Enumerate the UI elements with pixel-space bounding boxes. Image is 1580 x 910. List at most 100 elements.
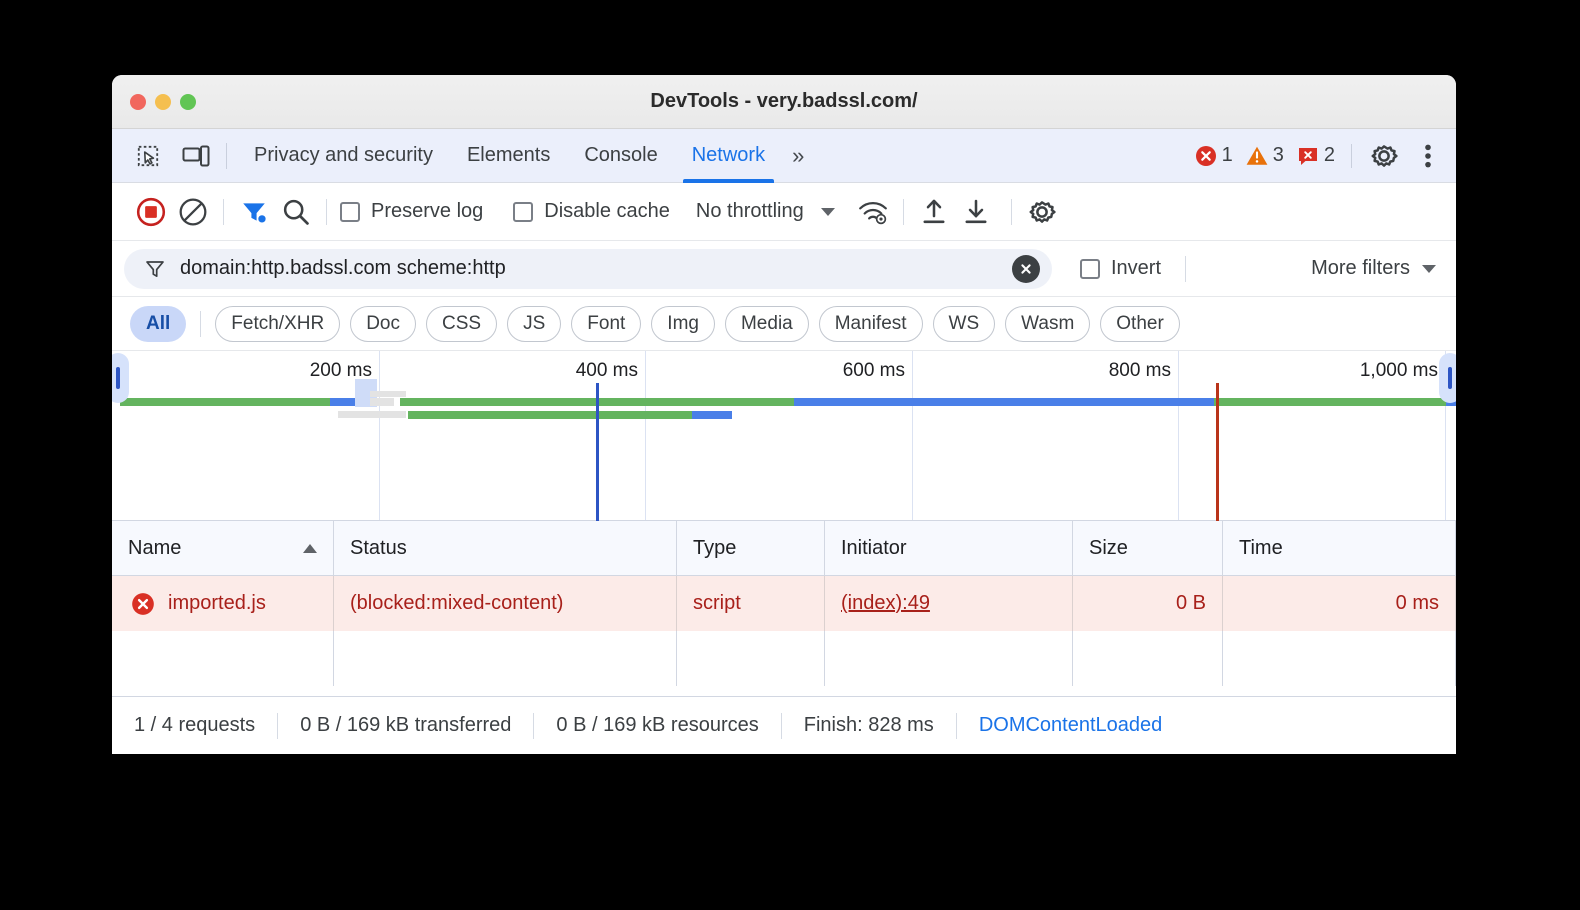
invert-box	[1080, 258, 1100, 279]
column-label: Initiator	[841, 536, 907, 559]
column-label: Time	[1239, 536, 1283, 559]
overview-gridline	[645, 351, 646, 520]
chip-doc[interactable]: Doc	[350, 305, 416, 342]
overview-bar-gray	[338, 411, 406, 418]
inspect-element-icon[interactable]	[128, 138, 168, 174]
request-error-icon	[130, 591, 156, 617]
clear-icon[interactable]	[172, 191, 214, 233]
preserve-log-checkbox[interactable]: Preserve log	[336, 200, 487, 223]
chip-img[interactable]: Img	[651, 305, 715, 342]
filter-icon[interactable]	[233, 191, 275, 233]
issues-counters: 1 3 2	[1190, 138, 1456, 174]
close-window-button[interactable]	[130, 93, 146, 110]
filter-input[interactable]: domain:http.badssl.com scheme:http	[124, 248, 1052, 289]
overview-tick: 200 ms	[309, 360, 372, 381]
column-label: Type	[693, 536, 737, 559]
overview-bar-gray	[370, 398, 394, 406]
kebab-menu-icon[interactable]	[1408, 138, 1448, 174]
initiator-link[interactable]: (index):49	[841, 592, 930, 614]
column-label: Status	[350, 536, 407, 559]
toolbar-divider	[326, 198, 327, 225]
request-name: imported.js	[168, 592, 266, 614]
filter-bar: domain:http.badssl.com scheme:http Inver…	[112, 241, 1456, 297]
chip-ws[interactable]: WS	[932, 305, 996, 342]
chip-fetch-xhr[interactable]: Fetch/XHR	[215, 305, 341, 342]
status-divider	[277, 712, 279, 739]
chip-media[interactable]: Media	[724, 305, 809, 342]
column-header-status[interactable]: Status	[334, 521, 677, 575]
status-divider	[533, 712, 535, 739]
invert-label: Invert	[1111, 257, 1162, 279]
chip-manifest[interactable]: Manifest	[818, 305, 923, 342]
chip-label: Fetch/XHR	[231, 312, 325, 334]
overview-range-handle-left[interactable]	[112, 353, 129, 403]
chip-label: Wasm	[1021, 312, 1075, 334]
chip-font[interactable]: Font	[571, 305, 642, 342]
error-count: 1	[1221, 144, 1233, 166]
tab-network[interactable]: Network	[675, 129, 782, 183]
gear-icon[interactable]	[1364, 138, 1404, 174]
tab-console[interactable]: Console	[567, 129, 674, 183]
chip-label: WS	[948, 312, 980, 334]
invert-checkbox[interactable]: Invert	[1076, 257, 1165, 280]
column-header-name[interactable]: Name	[112, 521, 334, 575]
preserve-log-label: Preserve log	[371, 200, 484, 222]
preserve-log-box	[340, 201, 360, 222]
chip-all[interactable]: All	[130, 305, 187, 342]
cell-time: 0 ms	[1223, 576, 1456, 631]
load-event-line	[1216, 383, 1219, 521]
clear-filter-icon[interactable]	[1012, 254, 1040, 283]
wifi-settings-icon[interactable]	[852, 191, 894, 233]
console-issue-counter[interactable]: 2	[1292, 144, 1339, 168]
chip-wasm[interactable]: Wasm	[1005, 305, 1091, 342]
disable-cache-checkbox[interactable]: Disable cache	[509, 200, 674, 223]
overview-gridline	[1445, 351, 1446, 520]
disable-cache-label: Disable cache	[544, 200, 670, 222]
record-stop-icon[interactable]	[130, 191, 172, 233]
tab-label: Network	[691, 144, 766, 166]
minimize-window-button[interactable]	[155, 93, 171, 110]
search-icon[interactable]	[275, 191, 317, 233]
error-counter[interactable]: 1	[1190, 144, 1237, 168]
chip-other[interactable]: Other	[1100, 305, 1180, 342]
network-toolbar: Preserve log Disable cache No throttling	[112, 183, 1456, 241]
warning-counter[interactable]: 3	[1241, 144, 1288, 168]
column-header-type[interactable]: Type	[677, 521, 825, 575]
warning-count: 3	[1272, 144, 1284, 166]
export-har-icon[interactable]	[955, 191, 997, 233]
throttling-dropdown[interactable]: No throttling	[696, 200, 842, 223]
tab-privacy-and-security[interactable]: Privacy and security	[237, 129, 450, 183]
tab-elements[interactable]: Elements	[450, 129, 567, 183]
table-row[interactable]: imported.js (blocked:mixed-content) scri…	[112, 576, 1456, 631]
filter-value: domain:http.badssl.com scheme:http	[180, 257, 506, 279]
status-resources: 0 B / 169 kB resources	[556, 714, 759, 736]
status-requests: 1 / 4 requests	[134, 714, 256, 736]
overview-range-handle-right[interactable]	[1439, 353, 1456, 403]
disable-cache-box	[513, 201, 534, 222]
more-tabs-chevron-icon[interactable]: »	[792, 142, 804, 168]
overview-bar-green	[708, 398, 794, 406]
chip-js[interactable]: JS	[507, 305, 562, 342]
devtools-tabstrip: Privacy and security Elements Console Ne…	[112, 129, 1456, 183]
network-settings-gear-icon[interactable]	[1021, 191, 1063, 233]
import-har-icon[interactable]	[913, 191, 955, 233]
window-titlebar: DevTools - very.badssl.com/	[112, 75, 1456, 129]
chip-label: JS	[523, 312, 546, 334]
overview-tick: 1,000 ms	[1359, 360, 1438, 381]
network-overview-timeline[interactable]: 200 ms 400 ms 600 ms 800 ms 1,000 ms	[112, 351, 1456, 521]
issues-divider	[1351, 143, 1352, 168]
console-issue-count: 2	[1323, 144, 1335, 166]
more-filters-dropdown[interactable]: More filters	[1311, 257, 1436, 280]
column-header-time[interactable]: Time	[1223, 521, 1456, 575]
chip-css[interactable]: CSS	[426, 305, 498, 342]
maximize-window-button[interactable]	[180, 93, 196, 110]
column-header-initiator[interactable]: Initiator	[825, 521, 1073, 575]
overview-tick: 800 ms	[1108, 360, 1171, 381]
status-dom-content-loaded[interactable]: DOMContentLoaded	[978, 714, 1163, 736]
filter-funnel-icon	[144, 258, 166, 280]
column-header-size[interactable]: Size	[1073, 521, 1223, 575]
overview-bar-blue	[330, 398, 370, 406]
device-toolbar-icon[interactable]	[176, 138, 216, 174]
column-label: Name	[128, 536, 182, 559]
tab-label: Console	[584, 144, 658, 166]
